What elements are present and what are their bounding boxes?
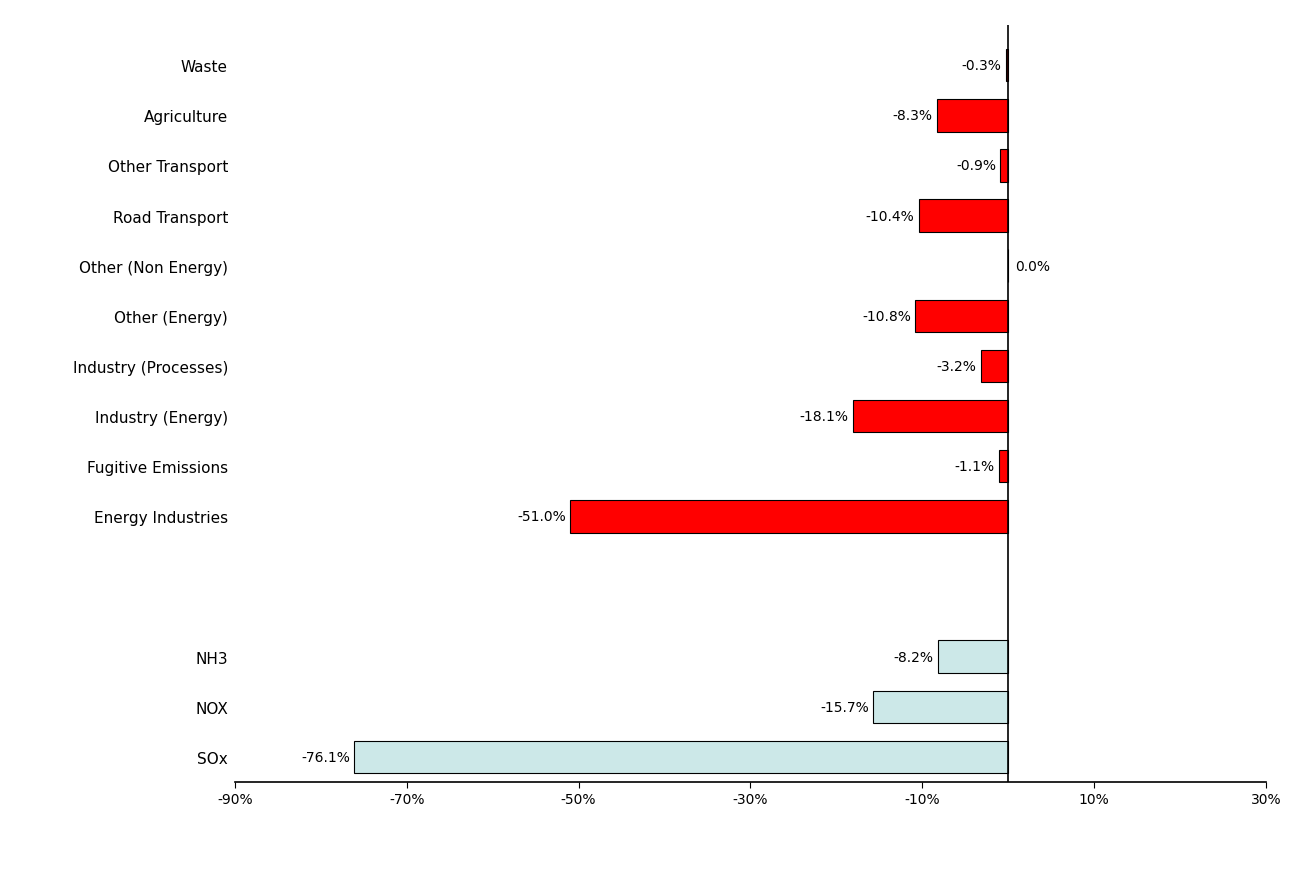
Text: 0.0%: 0.0% — [1015, 260, 1051, 274]
Text: -8.3%: -8.3% — [893, 109, 933, 123]
Text: -18.1%: -18.1% — [800, 409, 848, 423]
Bar — [915, 300, 1007, 333]
Bar — [355, 740, 1007, 773]
Text: -3.2%: -3.2% — [937, 360, 976, 374]
Text: -15.7%: -15.7% — [820, 700, 869, 714]
Bar — [852, 401, 1007, 433]
Text: -0.9%: -0.9% — [957, 159, 996, 173]
Bar — [1006, 50, 1007, 83]
Text: -0.3%: -0.3% — [962, 59, 1001, 73]
Bar — [998, 450, 1007, 483]
Bar — [570, 501, 1007, 533]
Text: -51.0%: -51.0% — [517, 510, 565, 524]
Bar — [938, 640, 1007, 673]
Bar — [937, 100, 1007, 132]
Text: -10.8%: -10.8% — [863, 309, 911, 323]
Text: -8.2%: -8.2% — [894, 650, 933, 664]
Bar — [919, 200, 1007, 233]
Bar — [873, 691, 1007, 723]
Text: -76.1%: -76.1% — [301, 750, 350, 764]
Text: -1.1%: -1.1% — [954, 460, 994, 474]
Bar — [1001, 150, 1007, 182]
Text: -10.4%: -10.4% — [865, 209, 915, 223]
Bar — [980, 350, 1007, 383]
